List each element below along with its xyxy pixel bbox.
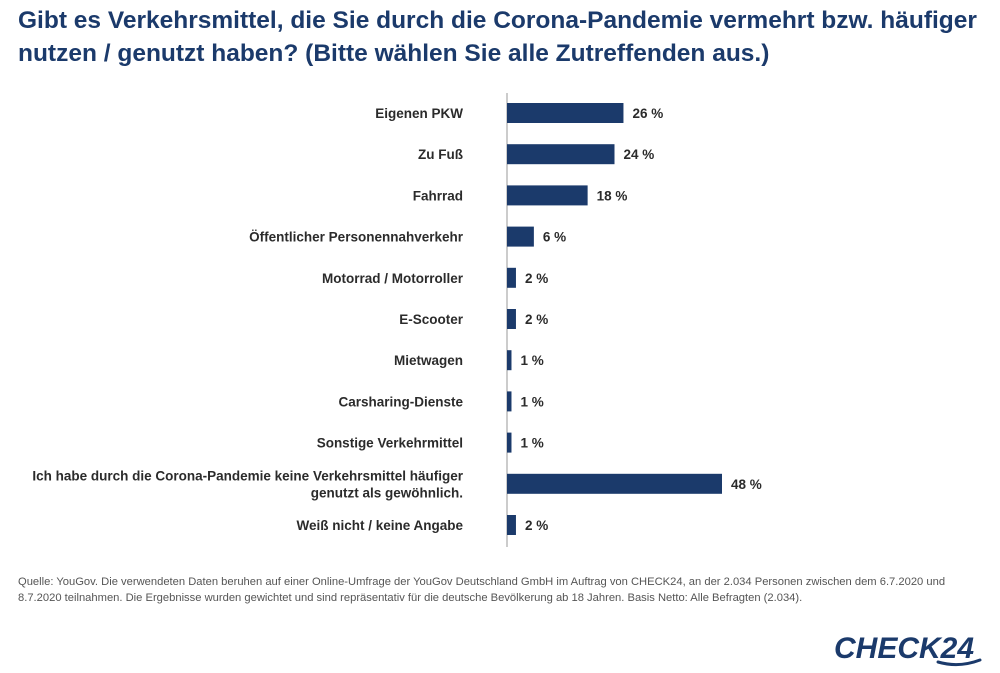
bar	[507, 185, 588, 206]
bar	[507, 391, 512, 412]
bar	[507, 350, 512, 371]
bar	[507, 267, 516, 288]
category-label: Motorrad / Motorroller	[322, 271, 464, 286]
category-label: Sonstige Verkehrmittel	[317, 436, 463, 451]
bar	[507, 473, 722, 494]
bar	[507, 226, 534, 247]
logo-text: CHECK24	[834, 632, 974, 665]
bar-chart: 26 % Eigenen PKW 24 % Zu Fuß 18 % Fahrrad 6 % Ö…	[32, 93, 762, 547]
bar	[507, 432, 512, 453]
bar	[507, 144, 615, 165]
category-label: genutzt als gewöhnlich.	[311, 485, 463, 500]
value-label: 2 %	[525, 312, 548, 327]
bar	[507, 103, 624, 123]
value-label: 1 %	[520, 394, 543, 409]
category-label: Eigenen PKW	[375, 106, 463, 121]
value-label: 1 %	[520, 353, 543, 368]
category-label: Ich habe durch die Corona-Pandemie keine…	[32, 468, 463, 483]
category-label: Zu Fuß	[418, 147, 463, 162]
value-label: 6 %	[543, 230, 566, 245]
logo-swoosh	[936, 658, 982, 667]
category-label: Fahrrad	[413, 188, 463, 203]
value-label: 26 %	[632, 106, 663, 121]
check24-logo: CHECK24	[834, 632, 982, 667]
chart-title: Gibt es Verkehrsmittel, die Sie durch di…	[18, 7, 977, 67]
category-label: Weiß nicht / keine Angabe	[296, 518, 463, 533]
bar	[507, 515, 516, 535]
value-label: 2 %	[525, 271, 548, 286]
bar	[507, 309, 516, 329]
category-label: Öffentlicher Personennahverkehr	[249, 230, 464, 245]
value-label: 1 %	[520, 436, 543, 451]
value-label: 18 %	[597, 188, 628, 203]
value-label: 24 %	[624, 147, 655, 162]
category-label: Carsharing-Dienste	[338, 394, 463, 409]
value-label: 2 %	[525, 518, 548, 533]
category-label: E-Scooter	[399, 312, 464, 327]
category-label: Mietwagen	[394, 353, 463, 368]
source-note: Quelle: YouGov. Die verwendeten Daten be…	[18, 576, 946, 604]
value-label: 48 %	[731, 477, 762, 492]
